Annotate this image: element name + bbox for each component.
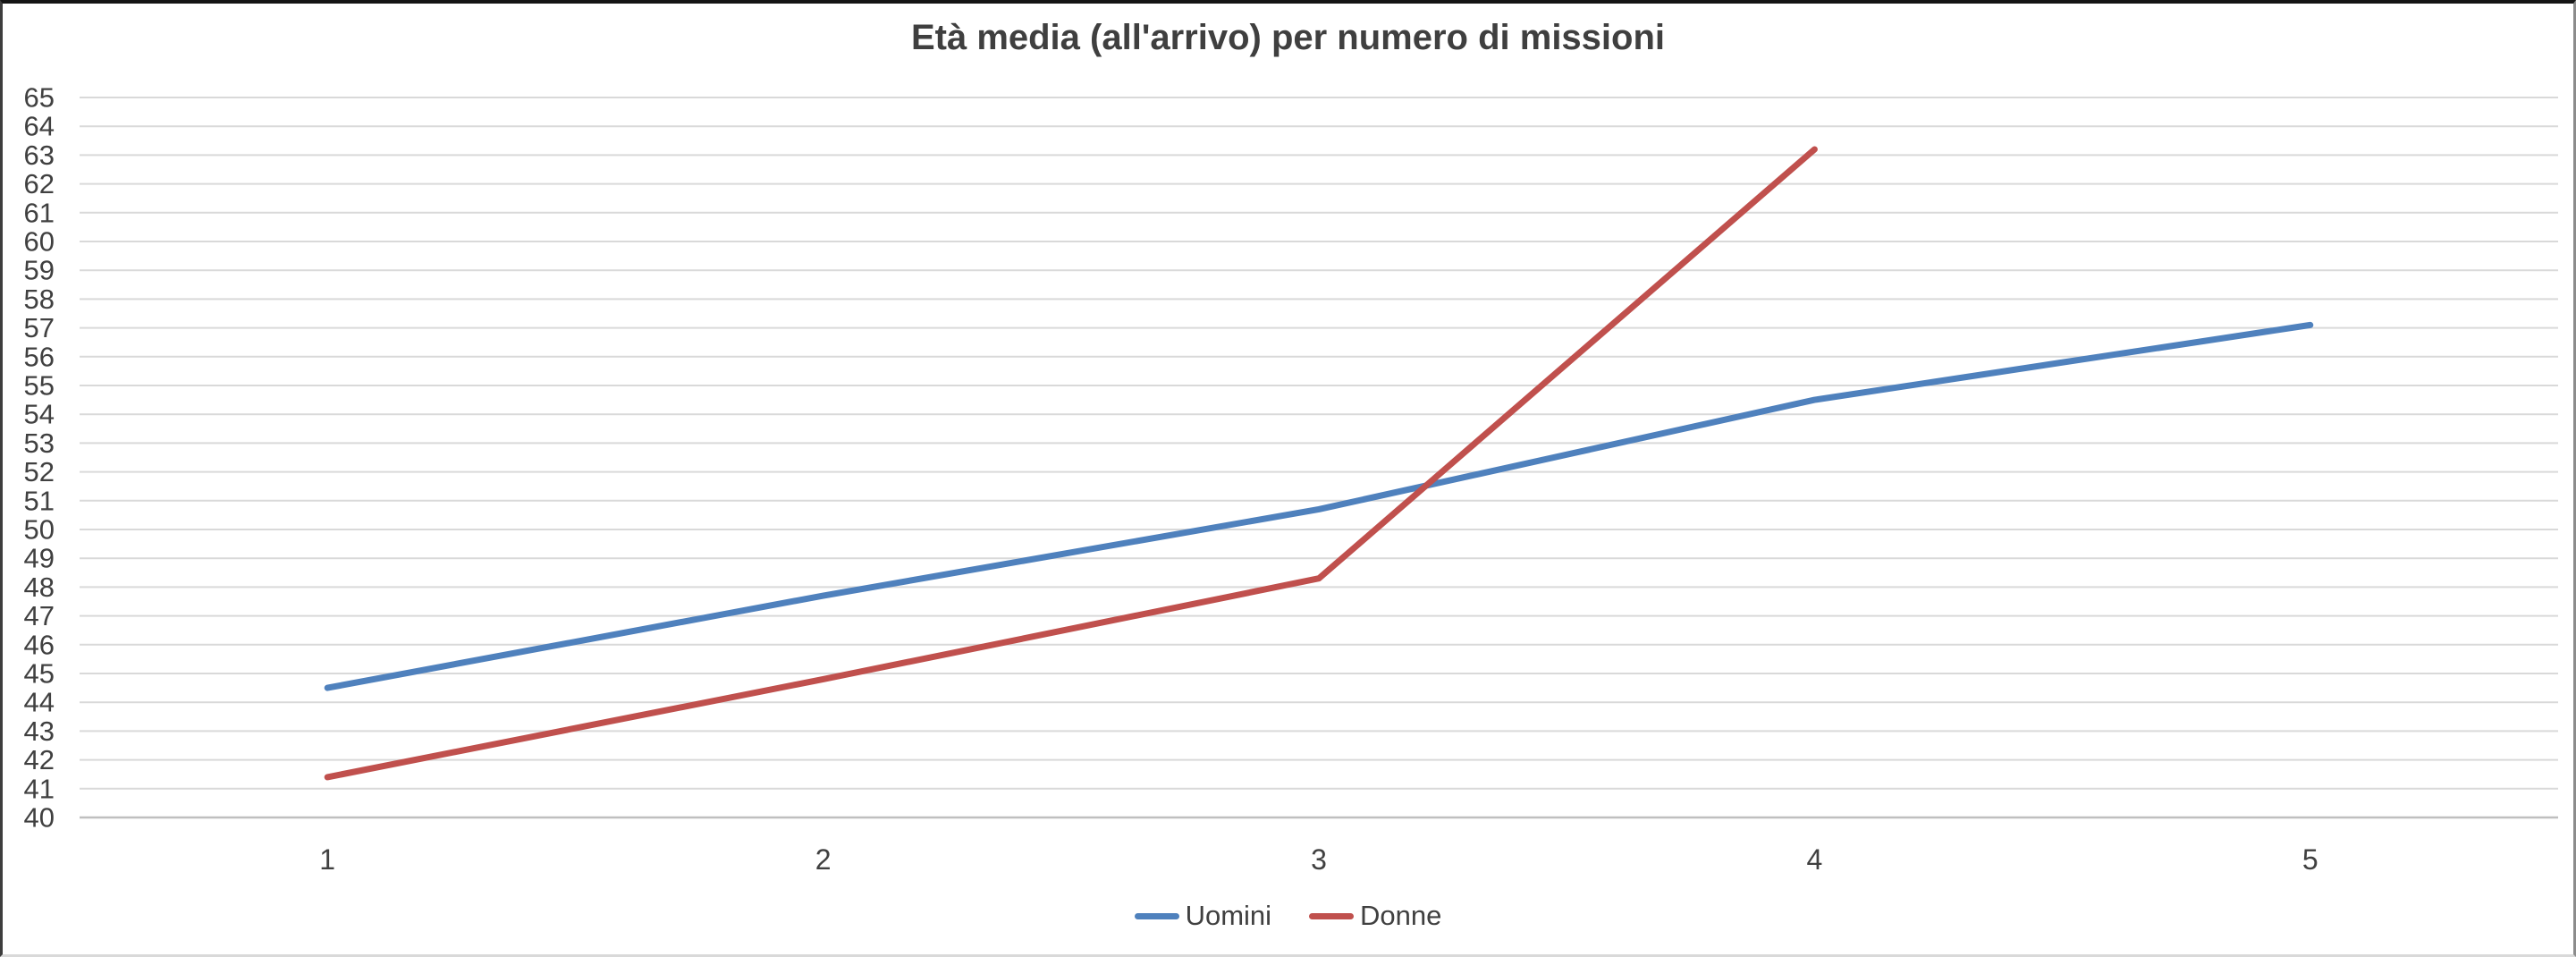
y-axis-tick-label: 60 bbox=[24, 226, 55, 258]
y-axis-tick-label: 53 bbox=[24, 428, 55, 459]
y-axis-tick-label: 56 bbox=[24, 341, 55, 372]
plot-area: 4041424344454647484950515253545556575859… bbox=[24, 82, 2558, 876]
legend-label-donne: Donne bbox=[1360, 900, 1442, 931]
y-axis-tick-label: 57 bbox=[24, 312, 55, 343]
y-axis-tick-label: 47 bbox=[24, 600, 55, 631]
y-axis-tick-label: 51 bbox=[24, 485, 55, 516]
x-axis-tick-label: 3 bbox=[1311, 843, 1327, 876]
y-axis-tick-label: 40 bbox=[24, 802, 55, 834]
legend-item-donne: Donne bbox=[1309, 900, 1441, 932]
y-axis-tick-label: 58 bbox=[24, 284, 55, 315]
legend: Uomini Donne bbox=[3, 900, 2573, 932]
uomini-line-swatch-icon bbox=[1134, 912, 1179, 919]
y-axis-tick-label: 54 bbox=[24, 399, 55, 430]
y-axis-tick-label: 63 bbox=[24, 140, 55, 171]
series-line-uomini bbox=[324, 321, 2314, 691]
y-axis-tick-label: 41 bbox=[24, 773, 55, 804]
x-axis-tick-label: 4 bbox=[1807, 843, 1823, 876]
y-axis-tick-label: 61 bbox=[24, 197, 55, 228]
x-axis-tick-label: 5 bbox=[2302, 843, 2318, 876]
legend-item-uomini: Uomini bbox=[1134, 900, 1272, 932]
series-line-donne bbox=[324, 146, 1818, 781]
x-axis-tick-label: 1 bbox=[319, 843, 335, 876]
y-axis-tick-label: 42 bbox=[24, 744, 55, 775]
y-axis-tick-label: 62 bbox=[24, 168, 55, 199]
y-axis-tick-label: 44 bbox=[24, 687, 55, 718]
y-axis-tick-label: 50 bbox=[24, 514, 55, 546]
donne-line-swatch-icon bbox=[1309, 912, 1355, 919]
legend-label-uomini: Uomini bbox=[1185, 900, 1272, 931]
y-axis-tick-label: 52 bbox=[24, 456, 55, 487]
y-axis-tick-label: 45 bbox=[24, 658, 55, 690]
y-axis-tick-label: 48 bbox=[24, 572, 55, 603]
y-axis-tick-label: 64 bbox=[24, 111, 55, 142]
y-axis-tick-label: 59 bbox=[24, 255, 55, 286]
y-axis-tick-label: 55 bbox=[24, 370, 55, 402]
y-axis-tick-label: 46 bbox=[24, 629, 55, 660]
chart-title: Età media (all'arrivo) per numero di mis… bbox=[910, 18, 1666, 57]
x-axis-tick-label: 2 bbox=[815, 843, 832, 876]
y-axis-tick-label: 65 bbox=[24, 82, 55, 114]
y-axis-tick-label: 43 bbox=[24, 716, 55, 747]
y-axis-tick-label: 49 bbox=[24, 543, 55, 574]
